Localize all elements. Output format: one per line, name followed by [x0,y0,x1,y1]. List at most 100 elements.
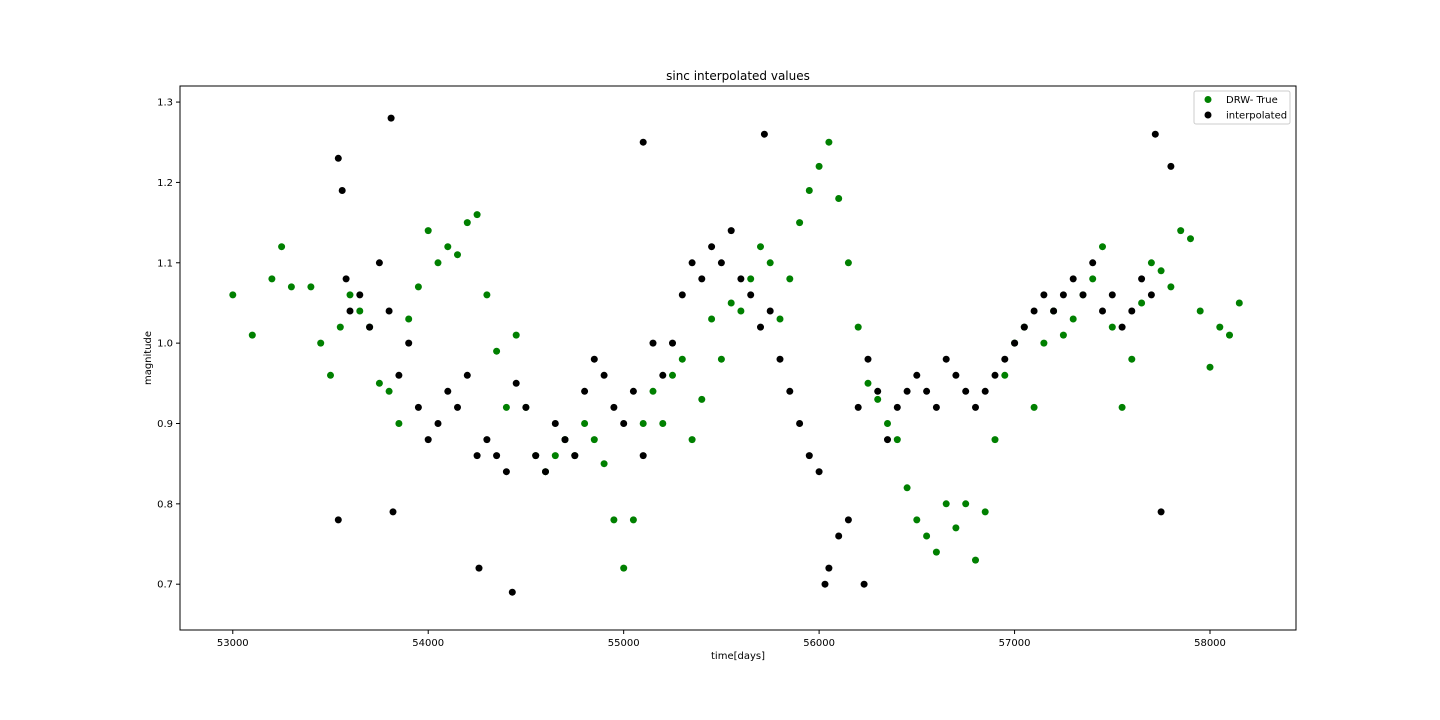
point-interpolated [1030,307,1038,315]
x-tick-label: 58000 [1194,638,1226,649]
point-drw-true [502,403,510,411]
point-interpolated [893,403,901,411]
point-interpolated [678,291,686,299]
point-interpolated [1118,323,1126,331]
point-drw-true [815,162,823,170]
point-interpolated [473,452,481,460]
point-drw-true [307,283,315,291]
point-drw-true [962,500,970,508]
point-drw-true [825,138,833,146]
point-drw-true [698,395,706,403]
point-interpolated [981,387,989,395]
point-interpolated [629,387,637,395]
point-interpolated [932,403,940,411]
point-interpolated [389,508,397,516]
point-interpolated [334,516,342,524]
point-interpolated [942,355,950,363]
y-tick-label: 1.1 [157,258,173,269]
point-drw-true [864,379,872,387]
point-drw-true [972,556,979,564]
point-drw-true [1099,243,1106,251]
point-interpolated [649,339,657,347]
point-drw-true [590,436,598,444]
point-interpolated [747,291,755,299]
point-drw-true [463,219,471,227]
point-interpolated [1001,355,1009,363]
point-drw-true [346,291,354,299]
point-drw-true [1108,323,1116,331]
point-drw-true [844,259,852,267]
y-tick-label: 1.3 [157,98,173,109]
legend-marker-interpolated [1204,111,1212,119]
chart-title: sinc interpolated values [666,69,810,83]
point-drw-true [805,187,813,194]
point-interpolated [1050,307,1058,315]
series-interpolated [334,114,1175,596]
point-interpolated [581,387,589,395]
point-interpolated [1011,339,1019,347]
point-drw-true [581,420,589,427]
point-interpolated [502,468,510,476]
point-drw-true [268,275,276,283]
point-interpolated [542,468,549,476]
point-drw-true [991,436,999,444]
point-drw-true [424,227,432,235]
point-interpolated [1020,323,1028,331]
point-interpolated [434,420,442,427]
point-drw-true [512,331,520,339]
point-interpolated [444,387,452,395]
point-drw-true [385,387,393,395]
point-interpolated [600,371,608,379]
point-interpolated [463,371,471,379]
point-interpolated [1167,162,1175,170]
point-interpolated [698,275,706,283]
point-interpolated [1128,307,1136,315]
point-drw-true [629,516,637,524]
point-interpolated [405,339,413,347]
point-interpolated [737,275,745,283]
point-interpolated [508,588,516,596]
data-points [229,114,1243,596]
point-interpolated [962,387,970,395]
point-drw-true [727,299,735,307]
point-interpolated [483,436,491,444]
y-axis-label: magnitude [143,331,154,385]
point-drw-true [395,420,403,427]
point-interpolated [821,580,829,588]
point-drw-true [600,460,608,468]
point-interpolated [338,187,346,194]
point-interpolated [366,323,374,331]
point-interpolated [571,452,579,460]
point-drw-true [473,211,481,219]
point-drw-true [414,283,422,291]
point-interpolated [639,138,647,146]
point-interpolated [952,371,960,379]
point-drw-true [678,355,686,363]
point-drw-true [1147,259,1155,267]
point-drw-true [405,315,413,323]
point-drw-true [1216,323,1224,331]
point-interpolated [334,154,342,162]
point-drw-true [884,420,891,427]
point-drw-true [1138,299,1146,307]
point-interpolated [760,130,768,138]
point-interpolated [475,564,483,572]
point-interpolated [874,387,882,395]
x-tick-label: 55000 [608,638,640,649]
point-interpolated [1157,508,1165,516]
point-drw-true [1059,331,1067,339]
point-drw-true [1235,299,1243,307]
point-drw-true [981,508,989,516]
point-interpolated [1059,291,1067,299]
x-tick-label: 54000 [412,638,444,649]
point-interpolated [884,436,891,444]
point-interpolated [493,452,501,460]
point-interpolated [786,387,794,395]
point-interpolated [1108,291,1116,299]
point-interpolated [1151,130,1159,138]
point-drw-true [1128,355,1136,363]
point-drw-true [893,436,901,444]
point-interpolated [972,403,979,411]
x-tick-label: 56000 [803,638,835,649]
